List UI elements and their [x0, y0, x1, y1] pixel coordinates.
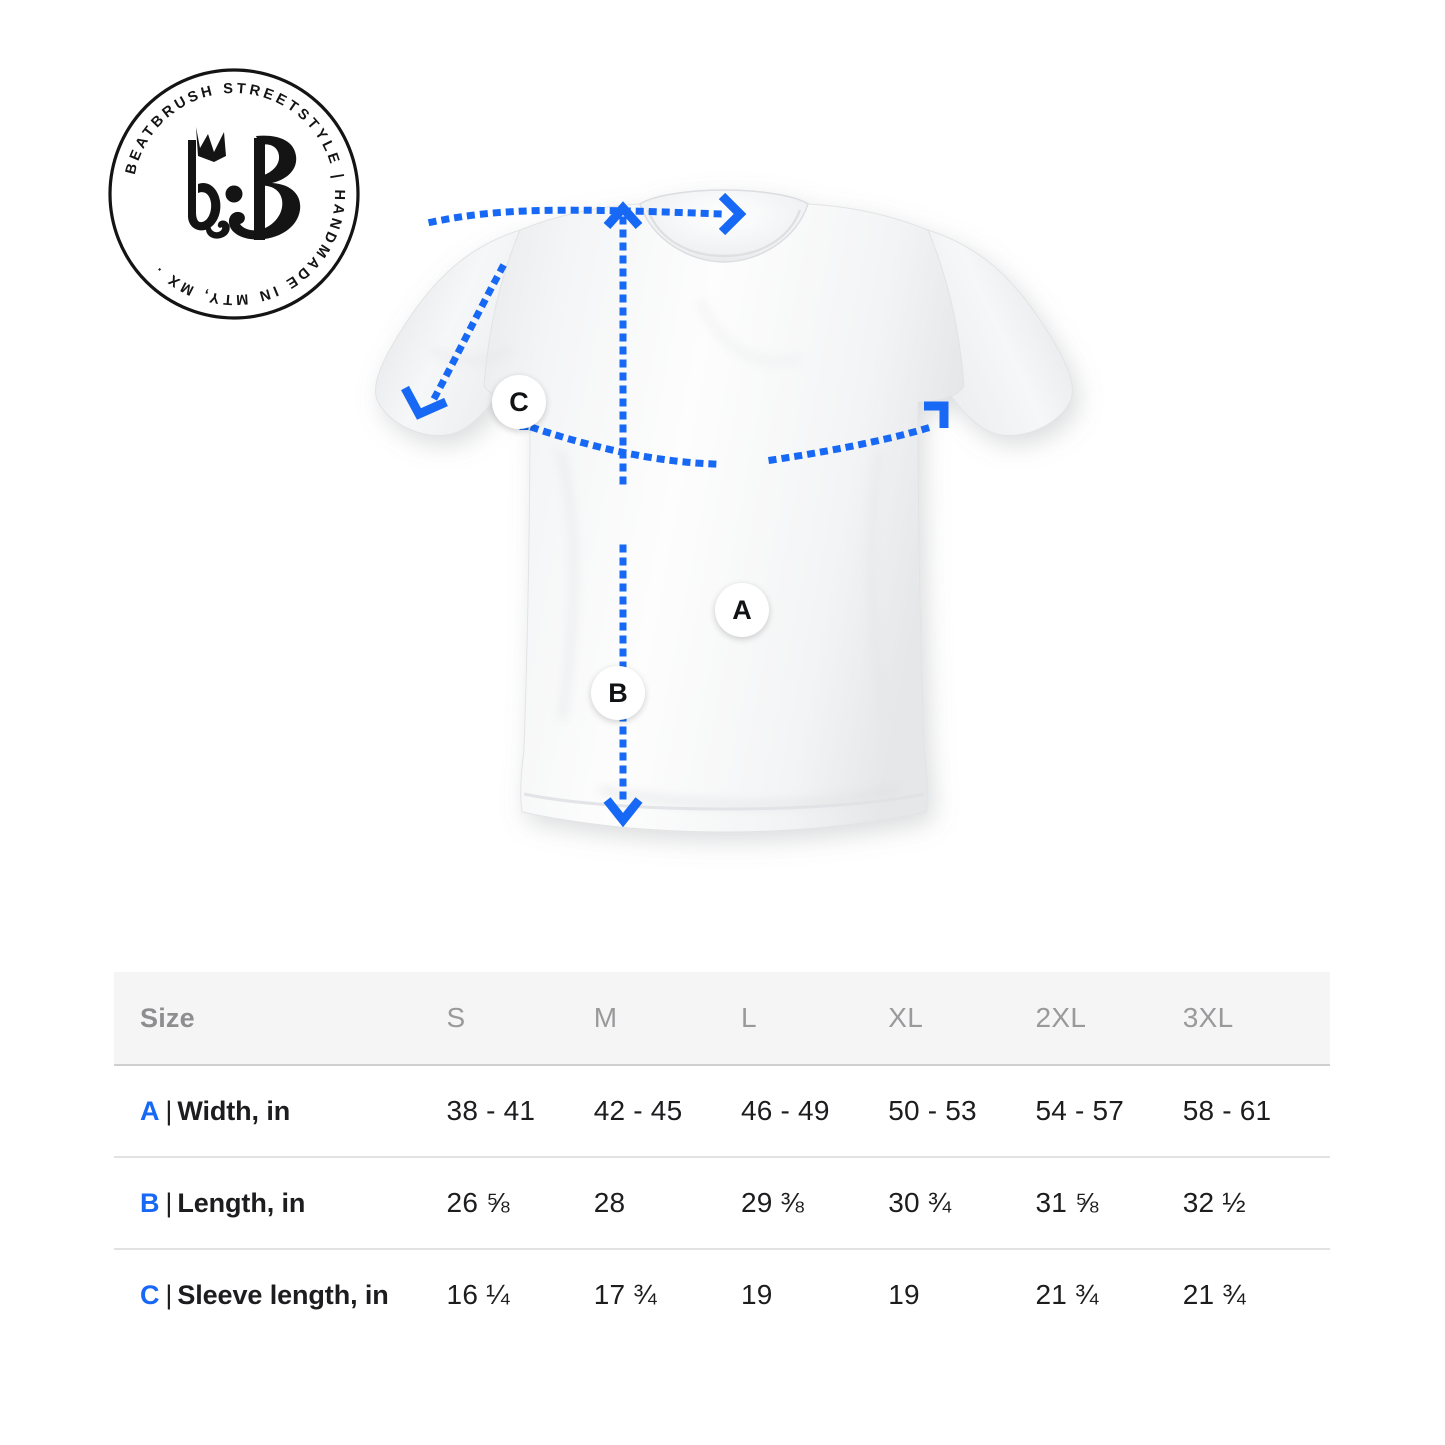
row-label-length: B | Length, in: [114, 1157, 447, 1249]
header-size-xl: XL: [888, 972, 1036, 1066]
cell-width-3xl: 58 - 61: [1182, 1095, 1272, 1126]
table-row-length: B | Length, in 26 ⅝ 28 29 ⅜ 30 ¾ 31 ⅝ 32 ½: [114, 1157, 1330, 1249]
table-row-width: A | Width, in 38 - 41 42 - 45 46 - 49 50 -…: [114, 1065, 1330, 1157]
cell-length-2xl: 31 ⅝: [1035, 1187, 1099, 1218]
table-header: Size S M L XL 2XL 3XL: [114, 972, 1330, 1066]
sleeve-length-line: [425, 263, 507, 411]
row-label-width: A | Width, in: [114, 1065, 447, 1157]
measurement-lines: [425, 206, 939, 806]
cell-width-s: 38 - 41: [446, 1095, 536, 1126]
cell-length-l: 29 ⅜: [741, 1187, 805, 1218]
cell-sleeve-m: 17 ¾: [593, 1279, 657, 1310]
cell-sleeve-2xl: 21 ¾: [1035, 1279, 1099, 1310]
arrow-down-hem: [603, 797, 643, 828]
shoulder-guide-line: [427, 206, 726, 227]
cell-sleeve-l: 19: [741, 1279, 773, 1310]
arrow-up-shoulder: [603, 201, 643, 229]
crown-icon: [196, 127, 226, 162]
header-size-s: S: [446, 972, 594, 1066]
cell-width-xl: 50 - 53: [888, 1095, 977, 1126]
table-header-row: Size S M L XL 2XL 3XL: [114, 972, 1330, 1066]
shirt-hem-line: [523, 792, 925, 811]
arrow-right-shoulder: [718, 192, 747, 236]
cell-width-l: 46 - 49: [741, 1095, 830, 1126]
header-size-label: Size: [114, 972, 447, 1066]
stamp-monogram: [188, 127, 301, 240]
row-name-length: Length, in: [177, 1187, 306, 1218]
row-separator-c: |: [165, 1279, 173, 1310]
stamp-outer-ring: [108, 68, 360, 320]
header-size-m: M: [593, 972, 742, 1066]
stamp-center-dot: [225, 185, 243, 203]
cell-sleeve-xl: 19: [888, 1279, 920, 1310]
cell-length-m: 28: [593, 1187, 626, 1218]
marker-badge-b: B: [591, 666, 645, 720]
row-key-c: C: [140, 1279, 160, 1310]
row-separator-a: |: [165, 1095, 173, 1126]
cell-sleeve-s: 16 ¼: [446, 1279, 510, 1310]
header-size-2xl: 2XL: [1035, 972, 1183, 1066]
size-chart-table: Size S M L XL 2XL 3XL A | Width, in 38 - 4…: [114, 972, 1330, 1340]
cell-sleeve-3xl: 21 ¾: [1182, 1279, 1246, 1310]
row-label-sleeve-length: C | Sleeve length, in: [114, 1249, 447, 1340]
cell-length-s: 26 ⅝: [446, 1187, 510, 1218]
brand-stamp-logo: BEATBRUSH STREETSTYLE | HANDMADE IN MTY,…: [104, 64, 364, 324]
tshirt-diagram: A B C: [0, 150, 1445, 890]
table-body: A | Width, in 38 - 41 42 - 45 46 - 49 50 -…: [114, 1065, 1330, 1340]
width-line-left: [529, 423, 718, 468]
row-key-b: B: [140, 1187, 160, 1218]
width-line-right: [768, 421, 939, 464]
marker-badge-a: A: [715, 583, 769, 637]
shirt-silhouette: [375, 189, 1073, 833]
header-size-l: L: [741, 972, 889, 1066]
row-separator-b: |: [165, 1187, 173, 1218]
header-size-3xl: 3XL: [1182, 972, 1330, 1066]
arrow-width-right: [924, 401, 949, 428]
marker-badge-c: C: [492, 375, 546, 429]
fabric-folds: [428, 298, 902, 809]
cell-length-3xl: 32 ½: [1182, 1187, 1246, 1218]
cell-width-2xl: 54 - 57: [1035, 1095, 1125, 1126]
table-row-sleeve-length: C | Sleeve length, in 16 ¼ 17 ¾ 19 19 21 ¾…: [114, 1249, 1330, 1340]
cell-length-xl: 30 ¾: [888, 1187, 952, 1218]
row-name-width: Width, in: [177, 1095, 291, 1126]
cell-width-m: 42 - 45: [593, 1095, 683, 1126]
row-name-sleeve-length: Sleeve length, in: [177, 1279, 389, 1310]
arrow-sleeve-end: [401, 385, 448, 420]
row-key-a: A: [140, 1095, 160, 1126]
